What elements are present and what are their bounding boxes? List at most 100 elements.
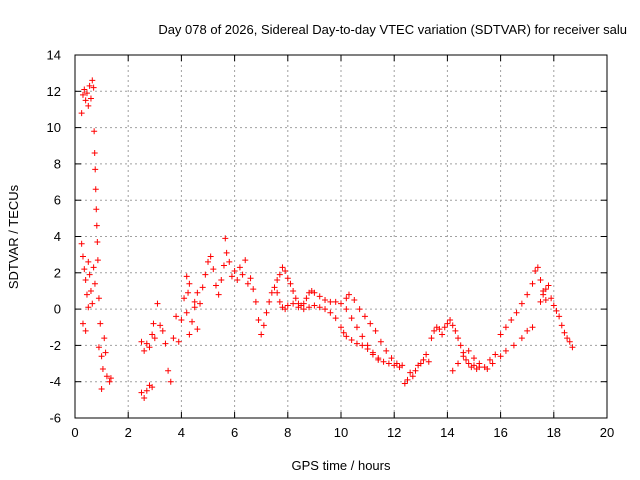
data-point <box>556 313 563 320</box>
data-point <box>141 347 148 354</box>
data-point <box>175 338 182 345</box>
data-point <box>300 306 307 313</box>
data-point <box>322 306 329 313</box>
data-point <box>157 322 164 329</box>
data-point <box>191 298 198 305</box>
data-point <box>81 266 88 273</box>
data-point <box>316 293 323 300</box>
data-point <box>178 316 185 323</box>
x-tick-label: 20 <box>600 425 614 440</box>
data-point <box>85 102 92 109</box>
data-point <box>518 300 525 307</box>
data-point <box>86 82 93 89</box>
data-point <box>380 358 387 365</box>
data-point <box>274 277 281 284</box>
data-point <box>82 327 89 334</box>
data-point <box>223 249 230 256</box>
data-point <box>465 360 472 367</box>
data-point <box>91 150 98 157</box>
data-point <box>322 297 329 304</box>
data-point <box>165 367 172 374</box>
data-point <box>266 298 273 305</box>
data-point <box>185 289 192 296</box>
data-point <box>343 333 350 340</box>
data-point <box>369 351 376 358</box>
grid-lines <box>75 55 607 418</box>
data-point <box>463 356 470 363</box>
data-point <box>436 326 443 333</box>
data-point <box>95 344 102 351</box>
data-point <box>484 365 491 372</box>
data-point <box>244 280 251 287</box>
data-point <box>239 271 246 278</box>
data-point <box>542 297 549 304</box>
data-point <box>359 333 366 340</box>
data-point <box>513 309 520 316</box>
data-point <box>532 267 539 274</box>
data-point <box>409 373 416 380</box>
data-point <box>383 347 390 354</box>
data-point <box>550 302 557 309</box>
x-tick-label: 2 <box>125 425 132 440</box>
data-point <box>247 275 254 282</box>
data-point <box>250 286 257 293</box>
data-point <box>90 84 97 91</box>
y-tick-label: 2 <box>54 265 61 280</box>
data-point <box>276 271 283 278</box>
data-point <box>189 318 196 325</box>
data-point <box>143 387 150 394</box>
x-tick-label: 16 <box>493 425 507 440</box>
data-point <box>372 327 379 334</box>
data-point <box>311 289 318 296</box>
data-point <box>295 304 302 311</box>
axis-ticks: 0 2 4 6 8 10 12 14 16 18 20 -6 -4 -2 0 2 4 6 8 10 12 14 <box>47 48 615 441</box>
data-point <box>338 300 344 307</box>
data-point <box>423 351 430 358</box>
data-point <box>348 336 355 343</box>
data-point <box>353 324 360 331</box>
data-point <box>215 291 222 298</box>
data-point <box>263 309 270 316</box>
data-point <box>471 362 477 369</box>
data-point <box>375 355 382 362</box>
data-point <box>282 267 289 274</box>
data-point <box>343 295 350 302</box>
x-tick-label: 10 <box>334 425 348 440</box>
data-point <box>90 264 97 271</box>
data-point <box>186 331 193 338</box>
data-point <box>276 298 283 305</box>
y-tick-label: -4 <box>49 374 61 389</box>
data-point <box>545 282 552 289</box>
data-point <box>149 384 156 391</box>
data-point <box>457 342 464 349</box>
data-point <box>101 335 108 342</box>
data-point <box>220 262 227 269</box>
data-point <box>210 266 217 273</box>
data-point <box>83 90 90 97</box>
data-point <box>497 353 504 360</box>
data-point <box>92 186 99 193</box>
data-point <box>191 304 198 311</box>
data-point <box>548 295 555 302</box>
data-point <box>290 300 297 307</box>
data-point <box>353 340 360 347</box>
data-point <box>439 331 446 338</box>
data-point <box>107 375 114 382</box>
data-point <box>316 304 323 311</box>
data-point <box>537 277 544 284</box>
data-point <box>338 324 344 331</box>
data-point <box>340 329 347 336</box>
data-point <box>564 335 571 342</box>
data-point <box>447 316 454 323</box>
data-point <box>138 338 145 345</box>
data-point <box>258 331 265 338</box>
data-point <box>420 356 427 363</box>
data-point <box>537 298 544 305</box>
x-tick-label: 8 <box>284 425 291 440</box>
data-point <box>492 351 499 358</box>
data-point <box>524 291 531 298</box>
data-point <box>348 315 355 322</box>
y-tick-label: 0 <box>54 302 61 317</box>
data-point <box>207 253 214 260</box>
